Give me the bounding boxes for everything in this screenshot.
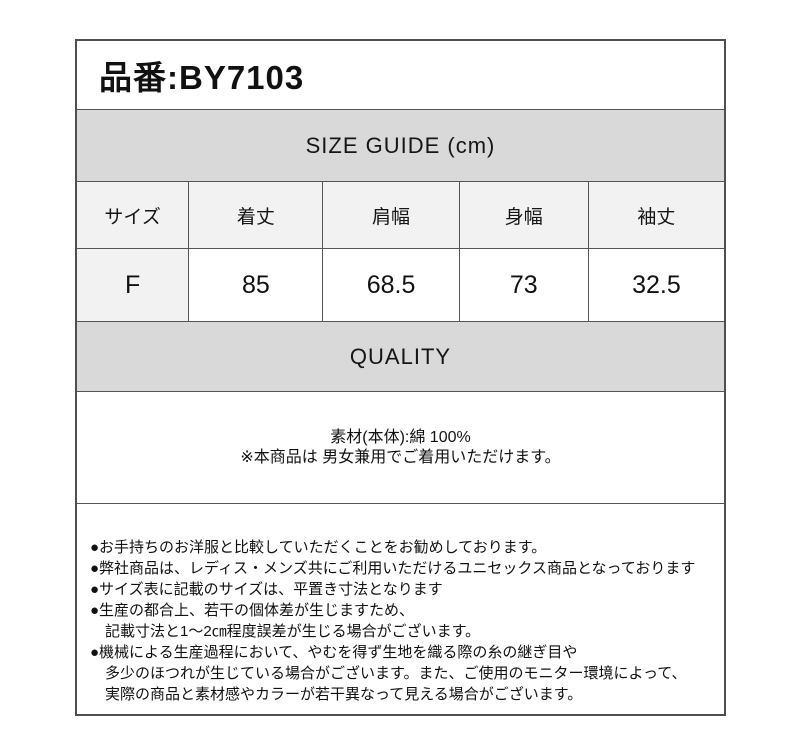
size-table-header-cell-length: 着丈 bbox=[189, 182, 324, 248]
size-table-cell-sleeve: 32.5 bbox=[588, 249, 724, 321]
size-guide-title: SIZE GUIDE (cm) bbox=[305, 132, 496, 158]
shoulder-value: 68.5 bbox=[366, 270, 416, 299]
size-table-header-cell-shoulder: 肩幅 bbox=[323, 182, 460, 248]
sleeve-value: 32.5 bbox=[632, 270, 681, 299]
product-number-label: 品番:BY7103 bbox=[99, 59, 305, 96]
material-section: 素材(本体):綿 100% ※本商品は 男女兼用でご着用いただけます。 bbox=[77, 392, 724, 504]
note-line: ●生産の都合上、若干の個体差が生じますため、 bbox=[90, 602, 415, 619]
body-width-value: 73 bbox=[509, 270, 538, 299]
size-value: F bbox=[125, 270, 141, 299]
size-table-cell-body-width: 73 bbox=[459, 249, 589, 321]
size-guide-header: SIZE GUIDE (cm) bbox=[77, 110, 724, 182]
note-line: ●機械による生産過程において、やむを得ず生地を織る際の糸の継ぎ目や bbox=[90, 644, 578, 661]
unisex-note-line: ※本商品は 男女兼用でご着用いただけます。 bbox=[240, 448, 561, 466]
column-header-label: サイズ bbox=[104, 206, 161, 228]
material-line: 素材(本体):綿 100% bbox=[330, 428, 471, 446]
size-table-header-cell-sleeve: 袖丈 bbox=[588, 182, 724, 248]
size-table-header-cell-body-width: 身幅 bbox=[459, 182, 589, 248]
size-spec-panel: 品番:BY7103 SIZE GUIDE (cm) サイズ 着丈 肩幅 身幅 袖… bbox=[75, 39, 726, 716]
note-line: 記載寸法と1～2㎝程度誤差が生じる場合がございます。 bbox=[90, 623, 481, 640]
column-header-label: 袖丈 bbox=[637, 206, 676, 228]
note-line: 実際の商品と素材感やカラーが若干異なって見える場合がございます。 bbox=[90, 686, 583, 703]
note-line: ●弊社商品は、レディス・メンズ共にご利用いただけるユニセックス商品となっておりま… bbox=[90, 560, 696, 577]
product-number-row: 品番:BY7103 bbox=[77, 41, 724, 110]
quality-header: QUALITY bbox=[77, 322, 724, 392]
size-table-header-row: サイズ 着丈 肩幅 身幅 袖丈 bbox=[77, 182, 724, 249]
length-value: 85 bbox=[241, 270, 270, 299]
note-line: ●サイズ表に記載のサイズは、平置き寸法となります bbox=[90, 581, 443, 598]
size-table-header-cell-size: サイズ bbox=[77, 182, 190, 248]
size-table-data-row: F 85 68.5 73 32.5 bbox=[77, 249, 724, 322]
note-line: ●お手持ちのお洋服と比較していただくことをお勧めしております。 bbox=[90, 539, 547, 556]
note-line: 多少のほつれが生じている場合がございます。また、ご使用のモニター環境によって、 bbox=[90, 665, 687, 682]
size-table-cell-length: 85 bbox=[189, 249, 324, 321]
column-header-label: 身幅 bbox=[504, 206, 543, 228]
size-table-cell-size: F bbox=[77, 249, 190, 321]
quality-title: QUALITY bbox=[349, 343, 452, 369]
size-table-cell-shoulder: 68.5 bbox=[323, 249, 460, 321]
column-header-label: 着丈 bbox=[236, 206, 275, 228]
column-header-label: 肩幅 bbox=[372, 206, 411, 228]
notes-section: ●お手持ちのお洋服と比較していただくことをお勧めしております。 ●弊社商品は、レ… bbox=[77, 504, 724, 714]
